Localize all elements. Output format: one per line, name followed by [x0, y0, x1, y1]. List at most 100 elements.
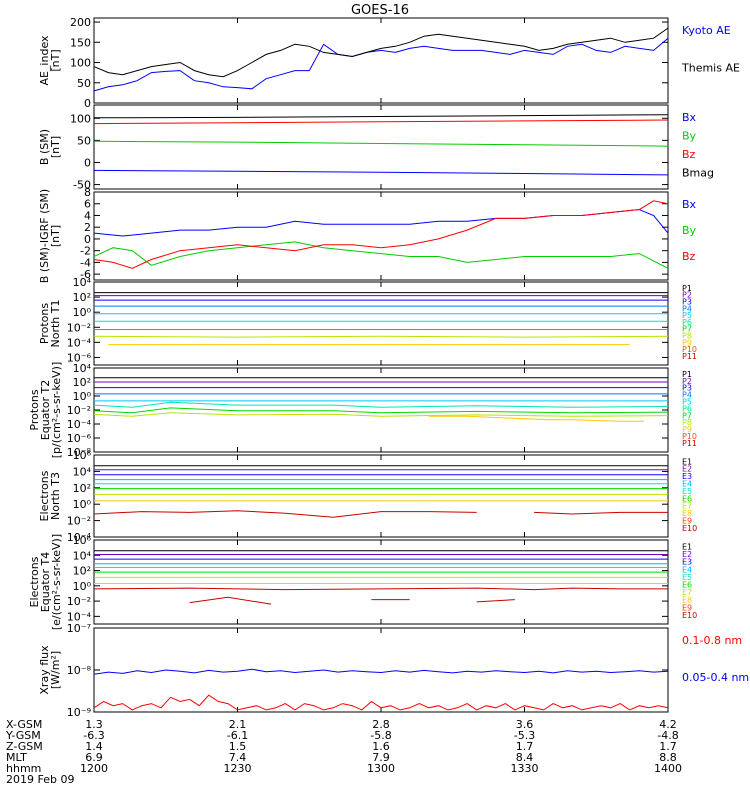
y-tick-label: 10⁻² [67, 595, 91, 608]
y-axis-label: Electrons [28, 556, 41, 607]
y-tick-label: 200 [70, 16, 91, 29]
y-axis-label: Equator T4 [39, 552, 52, 612]
legend-entry: E6 [682, 580, 692, 589]
y-axis-label: AE_index [38, 35, 51, 86]
legend-entry: P6 [682, 404, 692, 413]
series-line [93, 27, 669, 78]
y-tick-label: 0 [84, 233, 91, 246]
series-line [93, 668, 669, 675]
y-tick-label: 10⁰ [73, 580, 92, 593]
y-tick-label: 8 [84, 186, 91, 199]
legend-entry: E5 [682, 487, 692, 496]
legend-entry: P7 [682, 411, 692, 420]
legend-entry: E9 [682, 603, 692, 612]
series-line [93, 209, 669, 237]
legend-entry: P10 [682, 345, 697, 354]
y-tick-label: 50 [77, 77, 91, 90]
x-tick-label: 1230 [224, 762, 252, 775]
y-tick-label: 10⁻² [67, 515, 91, 528]
y-axis-label: Protons [38, 303, 51, 344]
legend-entry: Themis AE [681, 62, 740, 75]
panel-frame [93, 539, 669, 625]
legend-entry: Bz [682, 250, 696, 263]
legend-entry: P8 [682, 332, 692, 341]
x-tick-label: -4.8 [657, 729, 678, 742]
y-tick-label: 10⁴ [73, 549, 92, 562]
series-line [93, 140, 669, 147]
x-tick-label: -6.1 [227, 729, 248, 742]
y-tick-label: 50 [77, 134, 91, 147]
y-tick-label: 10⁻⁴ [67, 418, 92, 431]
y-tick-label: 10⁻⁸ [67, 446, 92, 459]
legend-entry: P9 [682, 425, 692, 434]
legend-entry: E10 [682, 524, 697, 533]
legend-entry: By [682, 224, 697, 237]
y-tick-label: -2 [80, 245, 91, 258]
panel-frame [93, 281, 669, 366]
y-axis-label: [nT] [49, 49, 62, 71]
legend-entry: P4 [682, 391, 692, 400]
series-line [189, 596, 272, 605]
series-line [93, 200, 669, 269]
legend-entry: E3 [682, 558, 692, 567]
y-tick-label: 10⁻⁶ [67, 351, 92, 364]
y-axis-label: [nT] [49, 136, 62, 158]
date-label: 2019 Feb 09 [6, 773, 74, 786]
x-tick-label: 1200 [80, 762, 108, 775]
y-tick-label: 10⁻⁴ [67, 336, 92, 349]
y-axis-label: North T1 [49, 300, 62, 348]
y-tick-label: 10⁰ [73, 390, 92, 403]
y-tick-label: 10² [73, 482, 91, 495]
x-tick-label: 7.9 [372, 751, 390, 764]
y-axis-label: B (SM) [38, 129, 51, 165]
legend-entry: P8 [682, 418, 692, 427]
y-tick-label: 6 [84, 198, 91, 211]
x-axis-row-label: Z-GSM [6, 740, 43, 753]
x-axis-row-label: MLT [6, 751, 27, 764]
y-tick-label: 10² [73, 291, 91, 304]
panel-frame [93, 191, 669, 281]
y-tick-label: 10⁰ [73, 498, 92, 511]
legend-entry: E1 [682, 457, 692, 466]
panel-2: -50 0 50 100 B (SM)[nT] Bx By Bz Bmag [38, 104, 714, 192]
x-tick-label: 4.2 [659, 718, 677, 731]
legend-entry: P10 [682, 432, 697, 441]
legend-entry: P3 [682, 297, 692, 306]
y-tick-label: 100 [70, 112, 91, 125]
legend-entry: P3 [682, 384, 692, 393]
x-tick-label: 1.5 [229, 740, 247, 753]
x-tick-label: 1.6 [372, 740, 390, 753]
legend-entry: E8 [682, 596, 692, 605]
panel-8: 10⁻⁹ 10⁻⁸ 10⁻⁷ Xray flux[W/m²] 0.1-0.8 nm 0.0… [38, 622, 749, 719]
y-tick-label: -50 [73, 179, 91, 192]
y-tick-label: 0 [84, 156, 91, 169]
x-tick-label: 1.7 [659, 740, 677, 753]
y-tick-label: 10⁻⁸ [67, 664, 92, 677]
y-tick-label: 10⁻⁴ [67, 531, 92, 544]
series-line [93, 510, 668, 518]
x-axis-labels: X-GSM 1.3 2.1 2.8 3.6 4.2 Y-GSM -6.3 -6.1 -5.8 -5.… [5, 718, 682, 786]
series-line [428, 415, 645, 422]
legend-entry: E7 [682, 588, 692, 597]
legend-entry: P11 [682, 352, 697, 361]
legend-entry: E4 [682, 479, 692, 488]
legend-entry: E7 [682, 502, 692, 511]
series-line [93, 37, 669, 92]
y-tick-label: -4 [80, 256, 91, 269]
y-tick-label: 10⁶ [73, 534, 92, 547]
legend-entry: Bx [682, 111, 697, 124]
plot-title: GOES-16 [351, 3, 409, 18]
legend-entry: 0.1-0.8 nm [682, 634, 742, 647]
y-tick-label: 10⁻⁷ [67, 622, 91, 635]
legend-entry: P2 [682, 291, 692, 300]
y-axis-label: [e/(cm²-s-sr-keV)] [50, 534, 63, 630]
y-tick-label: 10⁻² [67, 404, 91, 417]
y-axis-label: [p/(cm²-s-sr-keV)] [50, 362, 63, 459]
x-tick-label: 8.4 [516, 751, 534, 764]
